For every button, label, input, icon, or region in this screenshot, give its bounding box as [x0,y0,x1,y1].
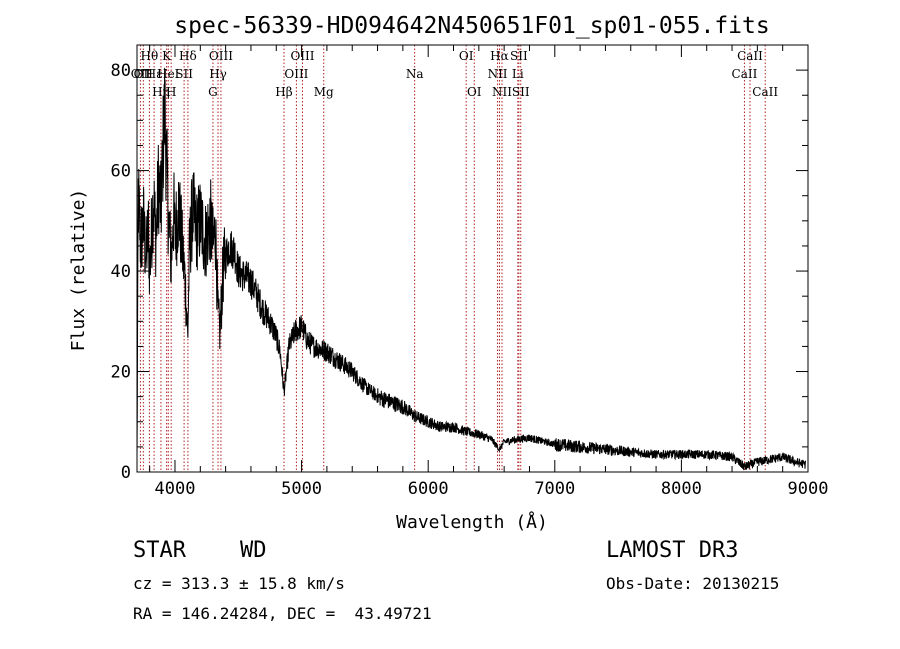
line-label-oiii: OIII [284,67,308,81]
line-label-oi: OI [459,49,474,63]
y-tick-label: 20 [111,363,131,383]
y-tick-label: 0 [121,463,131,483]
x-tick-label: 6000 [408,479,449,499]
line-label-hβ: Hβ [275,85,292,99]
line-label-caii: CaII [752,85,778,99]
x-tick-label: 5000 [281,479,322,499]
line-label-hδ: Hδ [179,49,197,63]
y-axis-label: Flux (relative) [68,189,89,352]
line-label-hei: HeI [157,67,180,81]
x-axis-ticks: 4000 5000 6000 7000 8000 9000 [149,45,829,499]
x-tick-label: 8000 [661,479,702,499]
spectrum-series-line [136,67,806,471]
line-label-g: G [208,85,218,99]
x-tick-label: 7000 [534,479,575,499]
redshift-velocity: cz = 313.3 ± 15.8 km/s [133,574,345,593]
line-label-oi: OI [467,85,482,99]
line-label-na: Na [406,67,424,81]
line-label-nii: NII [488,67,508,81]
y-tick-label: 60 [111,162,131,182]
observation-date: Obs-Date: 20130215 [606,574,780,593]
line-label-hγ: Hγ [209,67,227,81]
chart-title: spec-56339-HD094642N450651F01_sp01-055.f… [174,13,769,39]
line-label-caii: CaII [732,67,758,81]
x-tick-label: 4000 [155,479,196,499]
x-axis-label: Wavelength (Å) [396,511,548,533]
line-label-oiii: OIII [290,49,314,63]
line-label-li: Li [512,67,524,81]
object-subclass: WD [240,538,267,563]
line-label-sii: SII [175,67,193,81]
line-label-hε: Hε [146,67,163,81]
y-tick-label: 40 [111,262,131,282]
line-label-sii: SII [512,85,530,99]
line-label-nii: NII [492,85,512,99]
line-label-k: K [162,49,172,63]
line-label-mg: Mg [314,85,334,99]
spectral-line-markers [139,45,766,472]
object-class: STAR [133,538,186,563]
x-tick-label: 9000 [788,479,829,499]
y-tick-label: 80 [111,61,131,81]
line-label-hα: Hα [490,49,509,63]
line-label-hθ: Hθ [141,49,159,63]
line-label-oiii: OIII [209,49,233,63]
line-label-h: H [166,85,176,99]
coordinates: RA = 146.24284, DEC = 43.49721 [133,604,432,623]
plot-frame [136,44,809,473]
line-label-sii: SII [510,49,528,63]
line-label-caii: CaII [737,49,763,63]
survey-name: LAMOST DR3 [606,538,739,563]
y-axis-ticks: 0 20 40 60 80 [111,44,808,483]
